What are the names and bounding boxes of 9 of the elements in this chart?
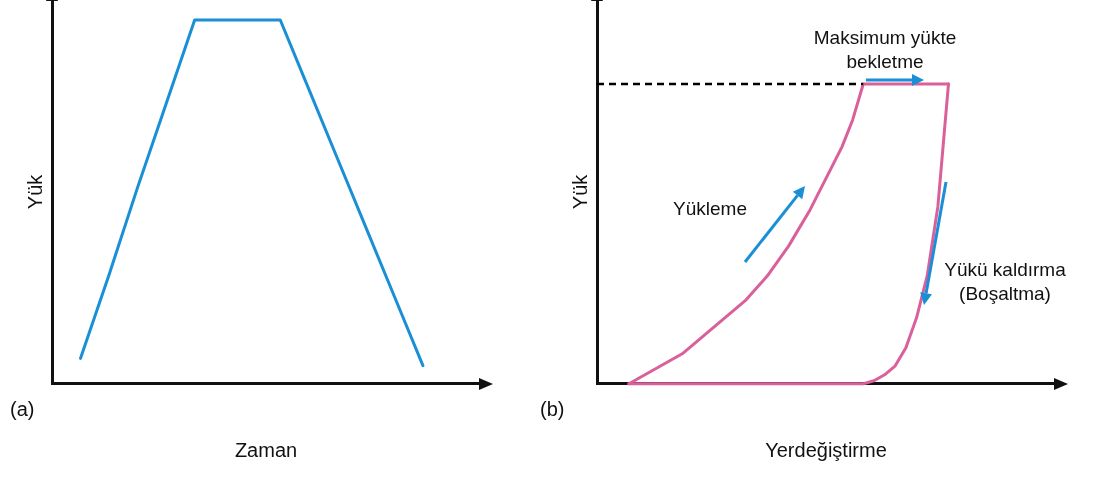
annotation: Yükü kaldırma (Boşaltma): [943, 258, 1067, 306]
y-axis-title: Yük: [568, 173, 591, 210]
text: Maksimum yükte bekletme: [812, 26, 958, 74]
y-axis-title: Yük: [23, 173, 46, 210]
text: (a): [10, 398, 35, 421]
annotation: Yükleme: [672, 197, 748, 221]
text: (b): [540, 398, 565, 421]
x-axis-title: Yerdeğiştirme: [765, 438, 887, 461]
x-axis-title: Zaman: [234, 438, 298, 461]
